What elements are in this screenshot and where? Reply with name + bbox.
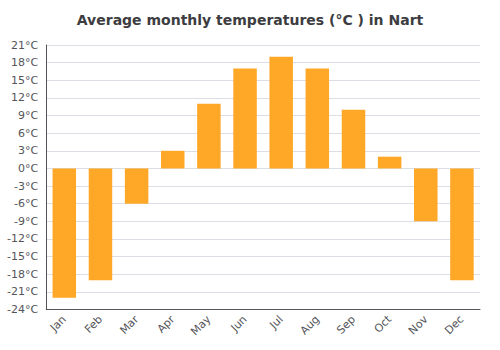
svg-text:-24°C: -24°C [7, 303, 38, 316]
svg-text:Jul: Jul [267, 313, 286, 332]
svg-text:Jun: Jun [228, 313, 250, 335]
svg-text:Jan: Jan [47, 313, 69, 335]
svg-text:Aug: Aug [298, 313, 322, 337]
svg-text:Mar: Mar [117, 313, 141, 337]
svg-text:-21°C: -21°C [7, 285, 38, 298]
svg-text:15°C: 15°C [11, 74, 38, 87]
svg-text:May: May [188, 313, 214, 339]
svg-text:3°C: 3°C [18, 144, 38, 157]
svg-text:-3°C: -3°C [14, 180, 38, 193]
svg-text:21°C: 21°C [11, 39, 38, 52]
svg-text:Nov: Nov [406, 313, 431, 338]
svg-text:0°C: 0°C [18, 162, 38, 175]
svg-text:-6°C: -6°C [14, 197, 38, 210]
svg-text:Feb: Feb [82, 313, 105, 336]
svg-text:12°C: 12°C [11, 91, 38, 104]
svg-text:6°C: 6°C [18, 127, 38, 140]
svg-text:-9°C: -9°C [14, 215, 38, 228]
svg-text:Average monthly temperatures (: Average monthly temperatures (°C ) in Na… [77, 12, 424, 28]
svg-text:Oct: Oct [372, 312, 395, 335]
svg-text:Dec: Dec [442, 313, 466, 337]
svg-text:18°C: 18°C [11, 56, 38, 69]
svg-text:-15°C: -15°C [7, 250, 38, 263]
svg-text:-12°C: -12°C [7, 232, 38, 245]
svg-text:-18°C: -18°C [7, 268, 38, 281]
svg-text:Apr: Apr [155, 313, 178, 336]
svg-text:9°C: 9°C [18, 109, 38, 122]
svg-text:Sep: Sep [334, 313, 358, 337]
